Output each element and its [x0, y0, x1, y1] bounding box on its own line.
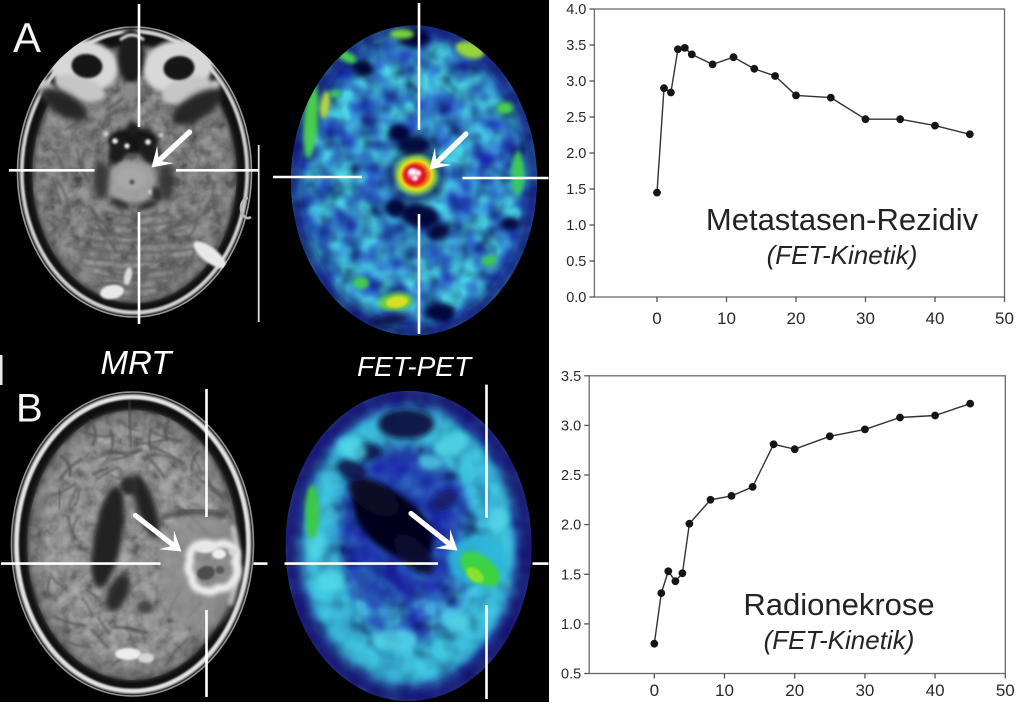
svg-text:0: 0	[652, 309, 661, 328]
svg-text:3.5: 3.5	[561, 369, 581, 385]
svg-text:20: 20	[787, 309, 806, 328]
svg-text:1.5: 1.5	[561, 567, 581, 583]
svg-text:MRT: MRT	[101, 344, 175, 381]
svg-text:30: 30	[855, 681, 874, 700]
svg-text:50: 50	[996, 681, 1015, 700]
svg-text:1.5: 1.5	[566, 182, 586, 198]
svg-text:2.5: 2.5	[566, 110, 586, 126]
svg-text:B: B	[16, 387, 43, 431]
svg-text:FET-PET: FET-PET	[357, 351, 473, 382]
svg-text:2.0: 2.0	[561, 518, 581, 534]
svg-text:40: 40	[926, 309, 945, 328]
svg-text:A: A	[13, 14, 41, 61]
svg-text:1.0: 1.0	[561, 617, 581, 633]
svg-text:2.0: 2.0	[566, 146, 586, 162]
svg-text:0.5: 0.5	[566, 254, 586, 270]
svg-text:10: 10	[717, 309, 736, 328]
svg-text:(FET-Kinetik): (FET-Kinetik)	[767, 240, 918, 270]
svg-text:4.0: 4.0	[566, 2, 586, 18]
svg-text:30: 30	[856, 309, 875, 328]
svg-text:10: 10	[715, 681, 734, 700]
svg-text:3.0: 3.0	[561, 418, 581, 434]
svg-text:(FET-Kinetik): (FET-Kinetik)	[764, 625, 915, 655]
svg-text:2.5: 2.5	[561, 468, 581, 484]
svg-text:0: 0	[650, 681, 659, 700]
svg-text:40: 40	[926, 681, 945, 700]
svg-text:Metastasen-Rezidiv: Metastasen-Rezidiv	[706, 202, 979, 237]
svg-text:0.5: 0.5	[561, 667, 581, 683]
svg-text:3.0: 3.0	[566, 74, 586, 90]
svg-text:3.5: 3.5	[566, 38, 586, 54]
svg-text:20: 20	[785, 681, 804, 700]
svg-text:Radionekrose: Radionekrose	[743, 587, 934, 622]
svg-text:50: 50	[995, 309, 1014, 328]
svg-text:1.0: 1.0	[566, 218, 586, 234]
svg-text:0.0: 0.0	[566, 290, 586, 306]
